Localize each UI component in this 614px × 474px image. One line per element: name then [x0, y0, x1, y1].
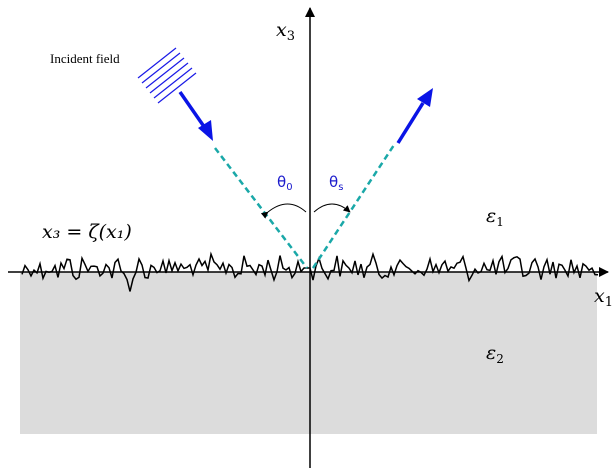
x3-axis-label: x3 [276, 19, 295, 44]
theta0-label: θ0 [277, 173, 293, 193]
rough-surface [21, 251, 599, 292]
substrate-region [20, 272, 597, 434]
incident-field-label: Incident field [50, 51, 120, 66]
scattered-arrow [396, 88, 433, 144]
theta0-arc [260, 203, 307, 219]
thetas-label: θs [329, 173, 343, 193]
incident-arrow [178, 91, 213, 141]
x1-axis-label: x1 [594, 285, 613, 310]
thetas-arc [313, 203, 351, 213]
surface-equation: x₃ = ζ(x₁) [42, 221, 132, 243]
epsilon2-label: ε2 [486, 342, 504, 366]
incident-direction-line [214, 147, 308, 269]
epsilon1-label: ε1 [486, 205, 504, 229]
scattered-direction-line [311, 144, 396, 269]
incident-wavefront-icon [137, 47, 197, 104]
